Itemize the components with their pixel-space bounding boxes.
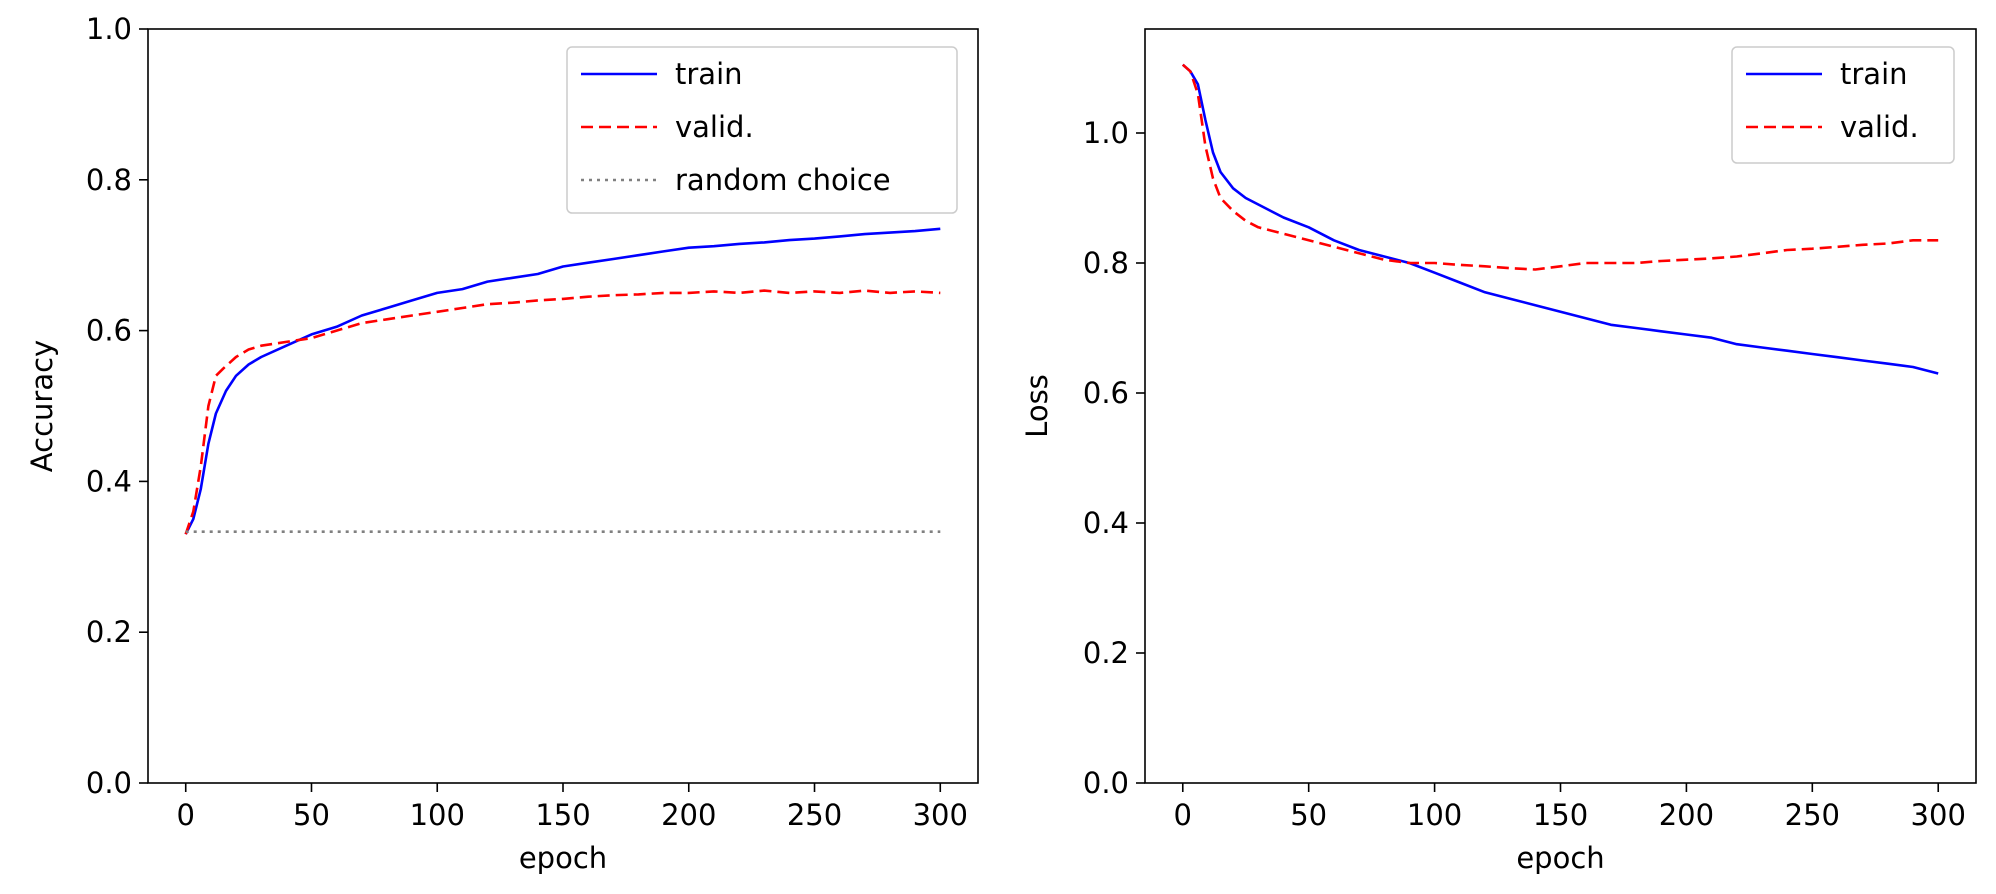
- x-tick-label: 250: [1785, 798, 1840, 832]
- x-tick-label: 50: [1290, 798, 1327, 832]
- accuracy-chart: 0 50 100 150 200 250 300 0.0 0.2 0.4 0.6 0.8 1.0 epoc…: [25, 12, 979, 875]
- x-tick-label: 150: [535, 798, 590, 832]
- y-tick-label: 0.4: [86, 464, 132, 498]
- x-tick-label: 0: [177, 798, 195, 832]
- x-axis-label: epoch: [519, 841, 607, 875]
- x-tick-label: 50: [293, 798, 330, 832]
- y-tick-label: 0.2: [1083, 636, 1129, 670]
- x-tick-label: 0: [1174, 798, 1192, 832]
- legend: train valid.: [1731, 46, 1955, 164]
- y-axis-label: Loss: [1020, 374, 1054, 438]
- loss-chart: 0 50 100 150 200 250 300 0.0 0.2 0.4 0.6 0.8 1.0 epoc…: [1020, 28, 1977, 875]
- y-tick-label: 1.0: [86, 12, 132, 46]
- series-line-train: [184, 227, 941, 535]
- y-axis-label: Accuracy: [25, 340, 59, 472]
- y-tick-label: 0.6: [86, 314, 132, 348]
- x-tick-label: 200: [661, 798, 716, 832]
- x-tick-label: 150: [1533, 798, 1588, 832]
- series-line-valid: [1181, 63, 1939, 271]
- series-line-train: [1181, 63, 1939, 375]
- x-tick-label: 100: [1407, 798, 1462, 832]
- series-line-valid: [184, 289, 941, 535]
- y-tick-label: 0.2: [86, 615, 132, 649]
- legend-label: valid.: [675, 110, 754, 144]
- legend: train valid. random choice: [566, 46, 958, 214]
- x-tick-label: 250: [787, 798, 842, 832]
- y-tick-label: 1.0: [1083, 116, 1129, 150]
- y-tick-label: 0.8: [1083, 246, 1129, 280]
- x-tick-label: 200: [1659, 798, 1714, 832]
- legend-box: [566, 46, 958, 214]
- y-tick-label: 0.6: [1083, 376, 1129, 410]
- y-tick-label: 0.0: [86, 766, 132, 800]
- y-tick-label: 0.4: [1083, 506, 1129, 540]
- legend-label: random choice: [675, 163, 891, 197]
- legend-label: train: [1840, 57, 1908, 91]
- x-tick-label: 300: [1911, 798, 1966, 832]
- y-tick-label: 0.0: [1083, 766, 1129, 800]
- legend-label: valid.: [1840, 110, 1919, 144]
- y-tick-label: 0.8: [86, 163, 132, 197]
- legend-box: [1731, 46, 1955, 164]
- x-axis-label: epoch: [1516, 841, 1604, 875]
- x-tick-label: 300: [913, 798, 968, 832]
- legend-label: train: [675, 57, 743, 91]
- x-tick-label: 100: [410, 798, 465, 832]
